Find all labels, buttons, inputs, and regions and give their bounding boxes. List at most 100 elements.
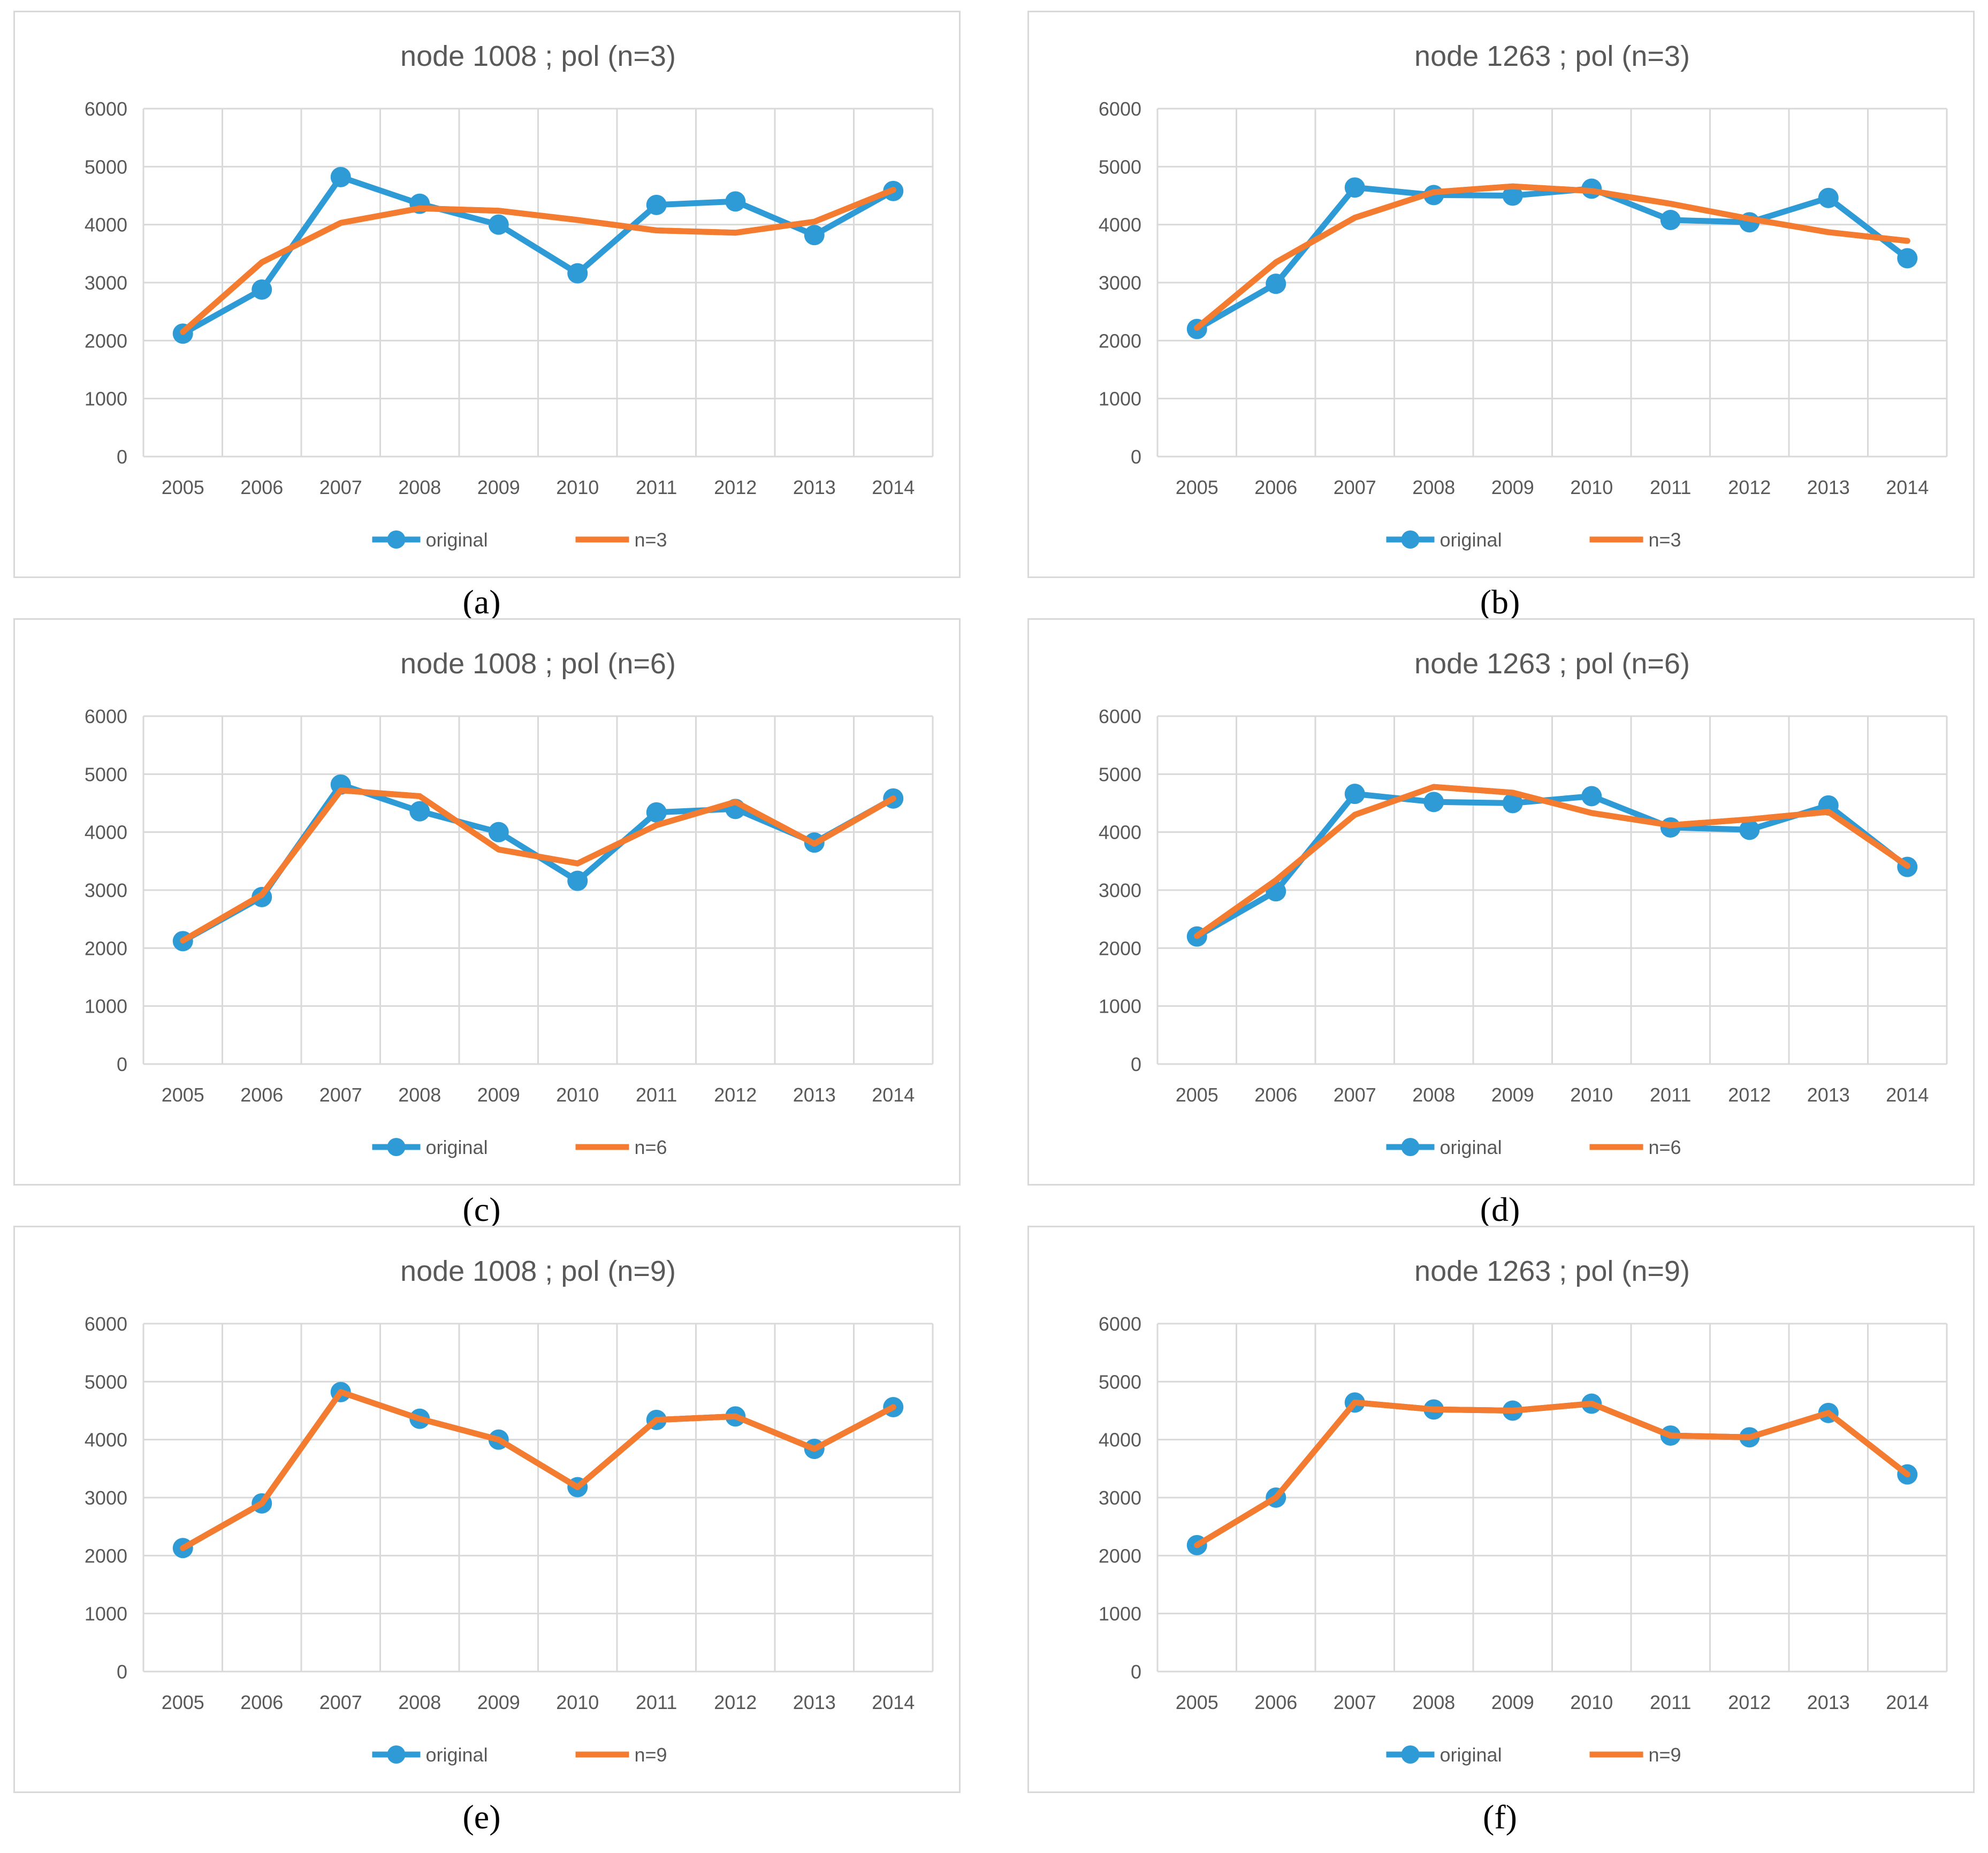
y-tick-label: 3000 bbox=[1099, 879, 1141, 901]
x-tick-label: 2005 bbox=[162, 1691, 204, 1713]
x-tick-label: 2011 bbox=[1650, 1691, 1691, 1713]
data-point-original bbox=[567, 263, 588, 284]
y-tick-label: 1000 bbox=[85, 1603, 127, 1625]
y-tick-label: 1000 bbox=[85, 388, 127, 410]
x-tick-label: 2009 bbox=[1491, 1084, 1534, 1106]
x-tick-label: 2006 bbox=[1254, 1084, 1297, 1106]
chart-title: node 1008 ; pol (n=9) bbox=[400, 1255, 676, 1287]
x-tick-label: 2005 bbox=[162, 476, 204, 498]
y-tick-label: 5000 bbox=[85, 763, 127, 785]
y-tick-label: 4000 bbox=[85, 1429, 127, 1451]
data-point-original bbox=[1897, 248, 1918, 269]
line-chart: node 1263 ; pol (n=6) 0 1000 2000 3000 4000 50… bbox=[1099, 648, 1948, 1158]
legend-marker-original bbox=[1401, 1138, 1420, 1156]
y-tick-label: 3000 bbox=[1099, 272, 1141, 294]
x-tick-label: 2012 bbox=[1728, 476, 1771, 498]
chart-panel: node 1263 ; pol (n=6) 0 1000 2000 3000 4000 50… bbox=[1027, 618, 1975, 1244]
legend-label: original bbox=[426, 529, 488, 551]
x-tick-label: 2010 bbox=[1570, 1084, 1613, 1106]
x-tick-label: 2012 bbox=[714, 1691, 757, 1713]
x-tick-label: 2010 bbox=[556, 1084, 599, 1106]
x-tick-label: 2011 bbox=[636, 1691, 677, 1713]
chart-title: node 1263 ; pol (n=3) bbox=[1414, 40, 1690, 72]
chart-frame: node 1263 ; pol (n=9) 0 1000 2000 3000 4000 50… bbox=[1027, 1226, 1975, 1793]
legend: original n=9 bbox=[1386, 1744, 1681, 1766]
line-chart: node 1008 ; pol (n=9) 0 1000 2000 3000 4000 50… bbox=[85, 1255, 934, 1766]
y-tick-label: 6000 bbox=[1099, 1313, 1141, 1335]
chart-title: node 1263 ; pol (n=6) bbox=[1414, 648, 1690, 680]
series-line-top-n=3 bbox=[1194, 183, 1910, 331]
chart-frame: node 1008 ; pol (n=9) 0 1000 2000 3000 4000 50… bbox=[13, 1226, 961, 1793]
data-point-original bbox=[725, 191, 746, 212]
x-tick-label: 2013 bbox=[793, 476, 836, 498]
data-point-original bbox=[804, 225, 825, 246]
line-chart: node 1263 ; pol (n=9) 0 1000 2000 3000 4000 50… bbox=[1099, 1255, 1948, 1766]
y-tick-label: 5000 bbox=[85, 156, 127, 178]
y-tick-label: 6000 bbox=[85, 1313, 127, 1335]
data-point-original bbox=[488, 214, 509, 235]
data-point-original bbox=[1344, 784, 1365, 804]
panel-caption: (a) bbox=[462, 583, 501, 621]
x-tick-label: 2012 bbox=[1728, 1084, 1771, 1106]
y-tick-label: 1000 bbox=[1099, 388, 1141, 410]
x-tick-label: 2011 bbox=[1650, 476, 1691, 498]
x-tick-label: 2005 bbox=[1176, 1084, 1218, 1106]
data-point-original bbox=[330, 166, 351, 187]
panel-caption: (e) bbox=[462, 1798, 501, 1836]
x-tick-label: 2010 bbox=[1570, 476, 1613, 498]
y-tick-label: 1000 bbox=[85, 996, 127, 1017]
data-point-original bbox=[1502, 793, 1523, 814]
series-line-top-n=9 bbox=[180, 1389, 896, 1551]
y-tick-label: 5000 bbox=[1099, 763, 1141, 785]
x-tick-label: 2006 bbox=[240, 476, 283, 498]
series-line-original bbox=[180, 174, 896, 337]
data-point-original bbox=[567, 870, 588, 891]
x-tick-label: 2007 bbox=[1334, 1691, 1376, 1713]
x-tick-label: 2005 bbox=[162, 1084, 204, 1106]
data-point-original bbox=[252, 279, 272, 300]
chart-title: node 1008 ; pol (n=6) bbox=[400, 648, 676, 680]
x-tick-label: 2009 bbox=[477, 1084, 520, 1106]
x-tick-label: 2012 bbox=[714, 476, 757, 498]
data-point-original bbox=[1818, 187, 1839, 208]
x-tick-label: 2006 bbox=[1254, 1691, 1297, 1713]
legend-label: n=6 bbox=[635, 1136, 667, 1158]
legend-marker-original bbox=[387, 1138, 406, 1156]
y-tick-label: 6000 bbox=[85, 705, 127, 727]
series-line-original bbox=[1194, 184, 1910, 332]
x-tick-label: 2014 bbox=[1886, 476, 1929, 498]
x-tick-label: 2009 bbox=[477, 476, 520, 498]
y-tick-label: 1000 bbox=[1099, 996, 1141, 1017]
legend-marker-original bbox=[387, 1745, 406, 1764]
legend-label: original bbox=[426, 1136, 488, 1158]
line-chart: node 1263 ; pol (n=3) 0 1000 2000 3000 4000 50… bbox=[1099, 40, 1948, 551]
x-tick-label: 2008 bbox=[1412, 1691, 1455, 1713]
x-tick-label: 2008 bbox=[398, 1084, 441, 1106]
x-tick-label: 2010 bbox=[556, 476, 599, 498]
y-tick-label: 4000 bbox=[1099, 822, 1141, 844]
x-tick-label: 2014 bbox=[1886, 1691, 1929, 1713]
chart-frame: node 1008 ; pol (n=6) 0 1000 2000 3000 4000 50… bbox=[13, 618, 961, 1186]
x-tick-label: 2007 bbox=[319, 1084, 362, 1106]
legend-label: original bbox=[1440, 529, 1502, 551]
legend: original n=3 bbox=[372, 529, 667, 551]
y-tick-label: 6000 bbox=[1099, 98, 1141, 120]
data-point-original bbox=[646, 802, 667, 823]
x-tick-label: 2010 bbox=[1570, 1691, 1613, 1713]
y-tick-label: 2000 bbox=[85, 1545, 127, 1567]
panel-caption: (c) bbox=[462, 1190, 501, 1228]
x-tick-label: 2008 bbox=[1412, 1084, 1455, 1106]
legend-marker-original bbox=[1401, 1745, 1420, 1764]
y-tick-label: 3000 bbox=[85, 1487, 127, 1509]
chart-panel: node 1008 ; pol (n=3) 0 1000 2000 3000 4000 50… bbox=[13, 11, 961, 637]
data-point-original bbox=[488, 822, 509, 842]
x-tick-label: 2012 bbox=[1728, 1691, 1771, 1713]
y-tick-label: 0 bbox=[117, 446, 127, 468]
x-tick-label: 2006 bbox=[240, 1691, 283, 1713]
x-tick-label: 2011 bbox=[636, 1084, 677, 1106]
series-line-top-n=6 bbox=[180, 787, 896, 944]
chart-title: node 1263 ; pol (n=9) bbox=[1414, 1255, 1690, 1287]
legend-marker-original bbox=[1401, 530, 1420, 549]
y-tick-label: 3000 bbox=[85, 879, 127, 901]
x-tick-label: 2014 bbox=[872, 1084, 915, 1106]
